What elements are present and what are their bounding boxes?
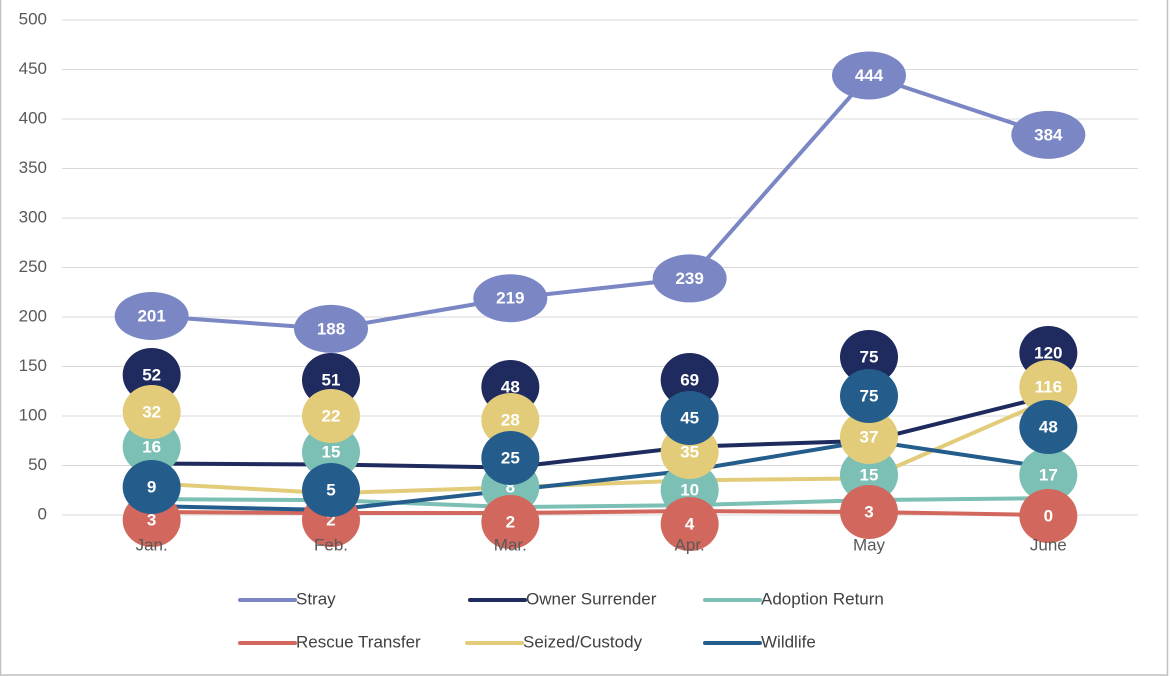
data-label-bubble bbox=[481, 393, 540, 447]
legend-label: Stray bbox=[296, 589, 336, 608]
x-tick-label: May bbox=[853, 535, 886, 554]
data-label: 22 bbox=[322, 406, 341, 425]
data-label: 384 bbox=[1034, 125, 1063, 144]
data-label-bubble bbox=[294, 304, 368, 353]
data-label-bubble bbox=[840, 485, 898, 539]
y-tick-label: 500 bbox=[19, 9, 47, 28]
data-label: 4 bbox=[685, 514, 695, 533]
data-label-bubble bbox=[1019, 360, 1078, 414]
y-tick-label: 50 bbox=[28, 455, 47, 474]
legend-label: Seized/Custody bbox=[523, 632, 643, 651]
data-label-bubble bbox=[122, 348, 181, 402]
data-label-bubble bbox=[660, 391, 719, 445]
y-tick-label: 400 bbox=[19, 108, 47, 127]
data-label-bubble bbox=[481, 495, 540, 549]
y-tick-label: 300 bbox=[19, 207, 47, 226]
data-label: 45 bbox=[680, 408, 699, 427]
data-label: 48 bbox=[1039, 417, 1058, 436]
legend-label: Wildlife bbox=[761, 632, 816, 651]
y-tick-label: 350 bbox=[19, 158, 47, 177]
data-label: 69 bbox=[680, 370, 699, 389]
legend-label: Adoption Return bbox=[761, 589, 884, 608]
data-label-bubble bbox=[660, 497, 719, 551]
data-label: 15 bbox=[860, 465, 879, 484]
data-label-bubble bbox=[302, 463, 360, 517]
data-label: 0 bbox=[1044, 506, 1053, 525]
data-label-bubble bbox=[114, 292, 189, 341]
y-tick-label: 0 bbox=[38, 504, 47, 523]
data-label-bubble bbox=[832, 51, 906, 100]
data-label: 188 bbox=[317, 319, 345, 338]
data-label-bubble bbox=[652, 254, 727, 303]
data-label-bubble bbox=[122, 460, 181, 514]
data-label: 9 bbox=[147, 477, 156, 496]
series-line bbox=[151, 394, 1049, 470]
data-label: 15 bbox=[322, 442, 341, 461]
data-label: 3 bbox=[147, 510, 156, 529]
data-label: 239 bbox=[675, 269, 703, 288]
y-tick-label: 450 bbox=[19, 59, 47, 78]
x-tick-label: Feb. bbox=[314, 535, 348, 554]
data-label: 2 bbox=[506, 512, 515, 531]
data-label: 10 bbox=[680, 480, 699, 499]
data-label-bubble bbox=[1019, 448, 1078, 502]
data-label-bubble bbox=[1011, 110, 1086, 159]
data-label-bubble bbox=[840, 410, 898, 464]
legend-label: Owner Surrender bbox=[526, 589, 657, 608]
data-label: 444 bbox=[855, 66, 884, 85]
data-label: 35 bbox=[680, 442, 699, 461]
y-tick-label: 200 bbox=[19, 306, 47, 325]
data-label-bubble bbox=[1019, 400, 1078, 454]
data-label-bubble bbox=[302, 389, 360, 443]
data-label: 116 bbox=[1035, 377, 1062, 396]
data-label: 48 bbox=[501, 377, 520, 396]
data-label-bubble bbox=[840, 369, 898, 423]
data-label: 219 bbox=[496, 289, 524, 308]
series-line bbox=[151, 438, 1049, 513]
x-tick-label: June bbox=[1030, 535, 1067, 554]
data-label: 25 bbox=[501, 448, 520, 467]
data-label: 120 bbox=[1034, 343, 1062, 362]
series-line bbox=[151, 398, 1050, 496]
data-label: 32 bbox=[142, 402, 161, 421]
y-tick-label: 100 bbox=[19, 405, 47, 424]
x-tick-label: Apr. bbox=[675, 535, 705, 554]
y-tick-label: 150 bbox=[19, 356, 47, 375]
data-label-bubble bbox=[473, 274, 548, 323]
data-label-bubble bbox=[481, 431, 540, 485]
data-label: 201 bbox=[137, 306, 165, 325]
data-label-bubble bbox=[1019, 489, 1078, 543]
data-label: 3 bbox=[864, 502, 873, 521]
x-tick-label: Jan. bbox=[136, 535, 168, 554]
data-label: 75 bbox=[860, 347, 879, 366]
y-tick-label: 250 bbox=[19, 257, 47, 276]
series-line bbox=[151, 496, 1049, 510]
data-label: 28 bbox=[501, 410, 520, 429]
data-label: 37 bbox=[860, 427, 879, 446]
x-tick-label: Mar. bbox=[494, 535, 527, 554]
data-label-bubble bbox=[122, 385, 181, 439]
data-label: 52 bbox=[142, 365, 161, 384]
data-label-bubble bbox=[840, 330, 898, 384]
series-line bbox=[151, 509, 1049, 517]
legend-label: Rescue Transfer bbox=[296, 632, 421, 651]
data-label: 75 bbox=[860, 386, 879, 405]
data-label-bubble bbox=[660, 353, 719, 407]
data-label: 2 bbox=[326, 510, 335, 529]
data-label: 8 bbox=[506, 477, 515, 496]
data-label: 51 bbox=[322, 370, 341, 389]
data-label: 5 bbox=[326, 480, 335, 499]
data-label: 17 bbox=[1039, 465, 1058, 484]
data-label-bubble bbox=[840, 448, 898, 502]
data-label: 16 bbox=[142, 437, 161, 456]
series-line bbox=[151, 73, 1049, 331]
